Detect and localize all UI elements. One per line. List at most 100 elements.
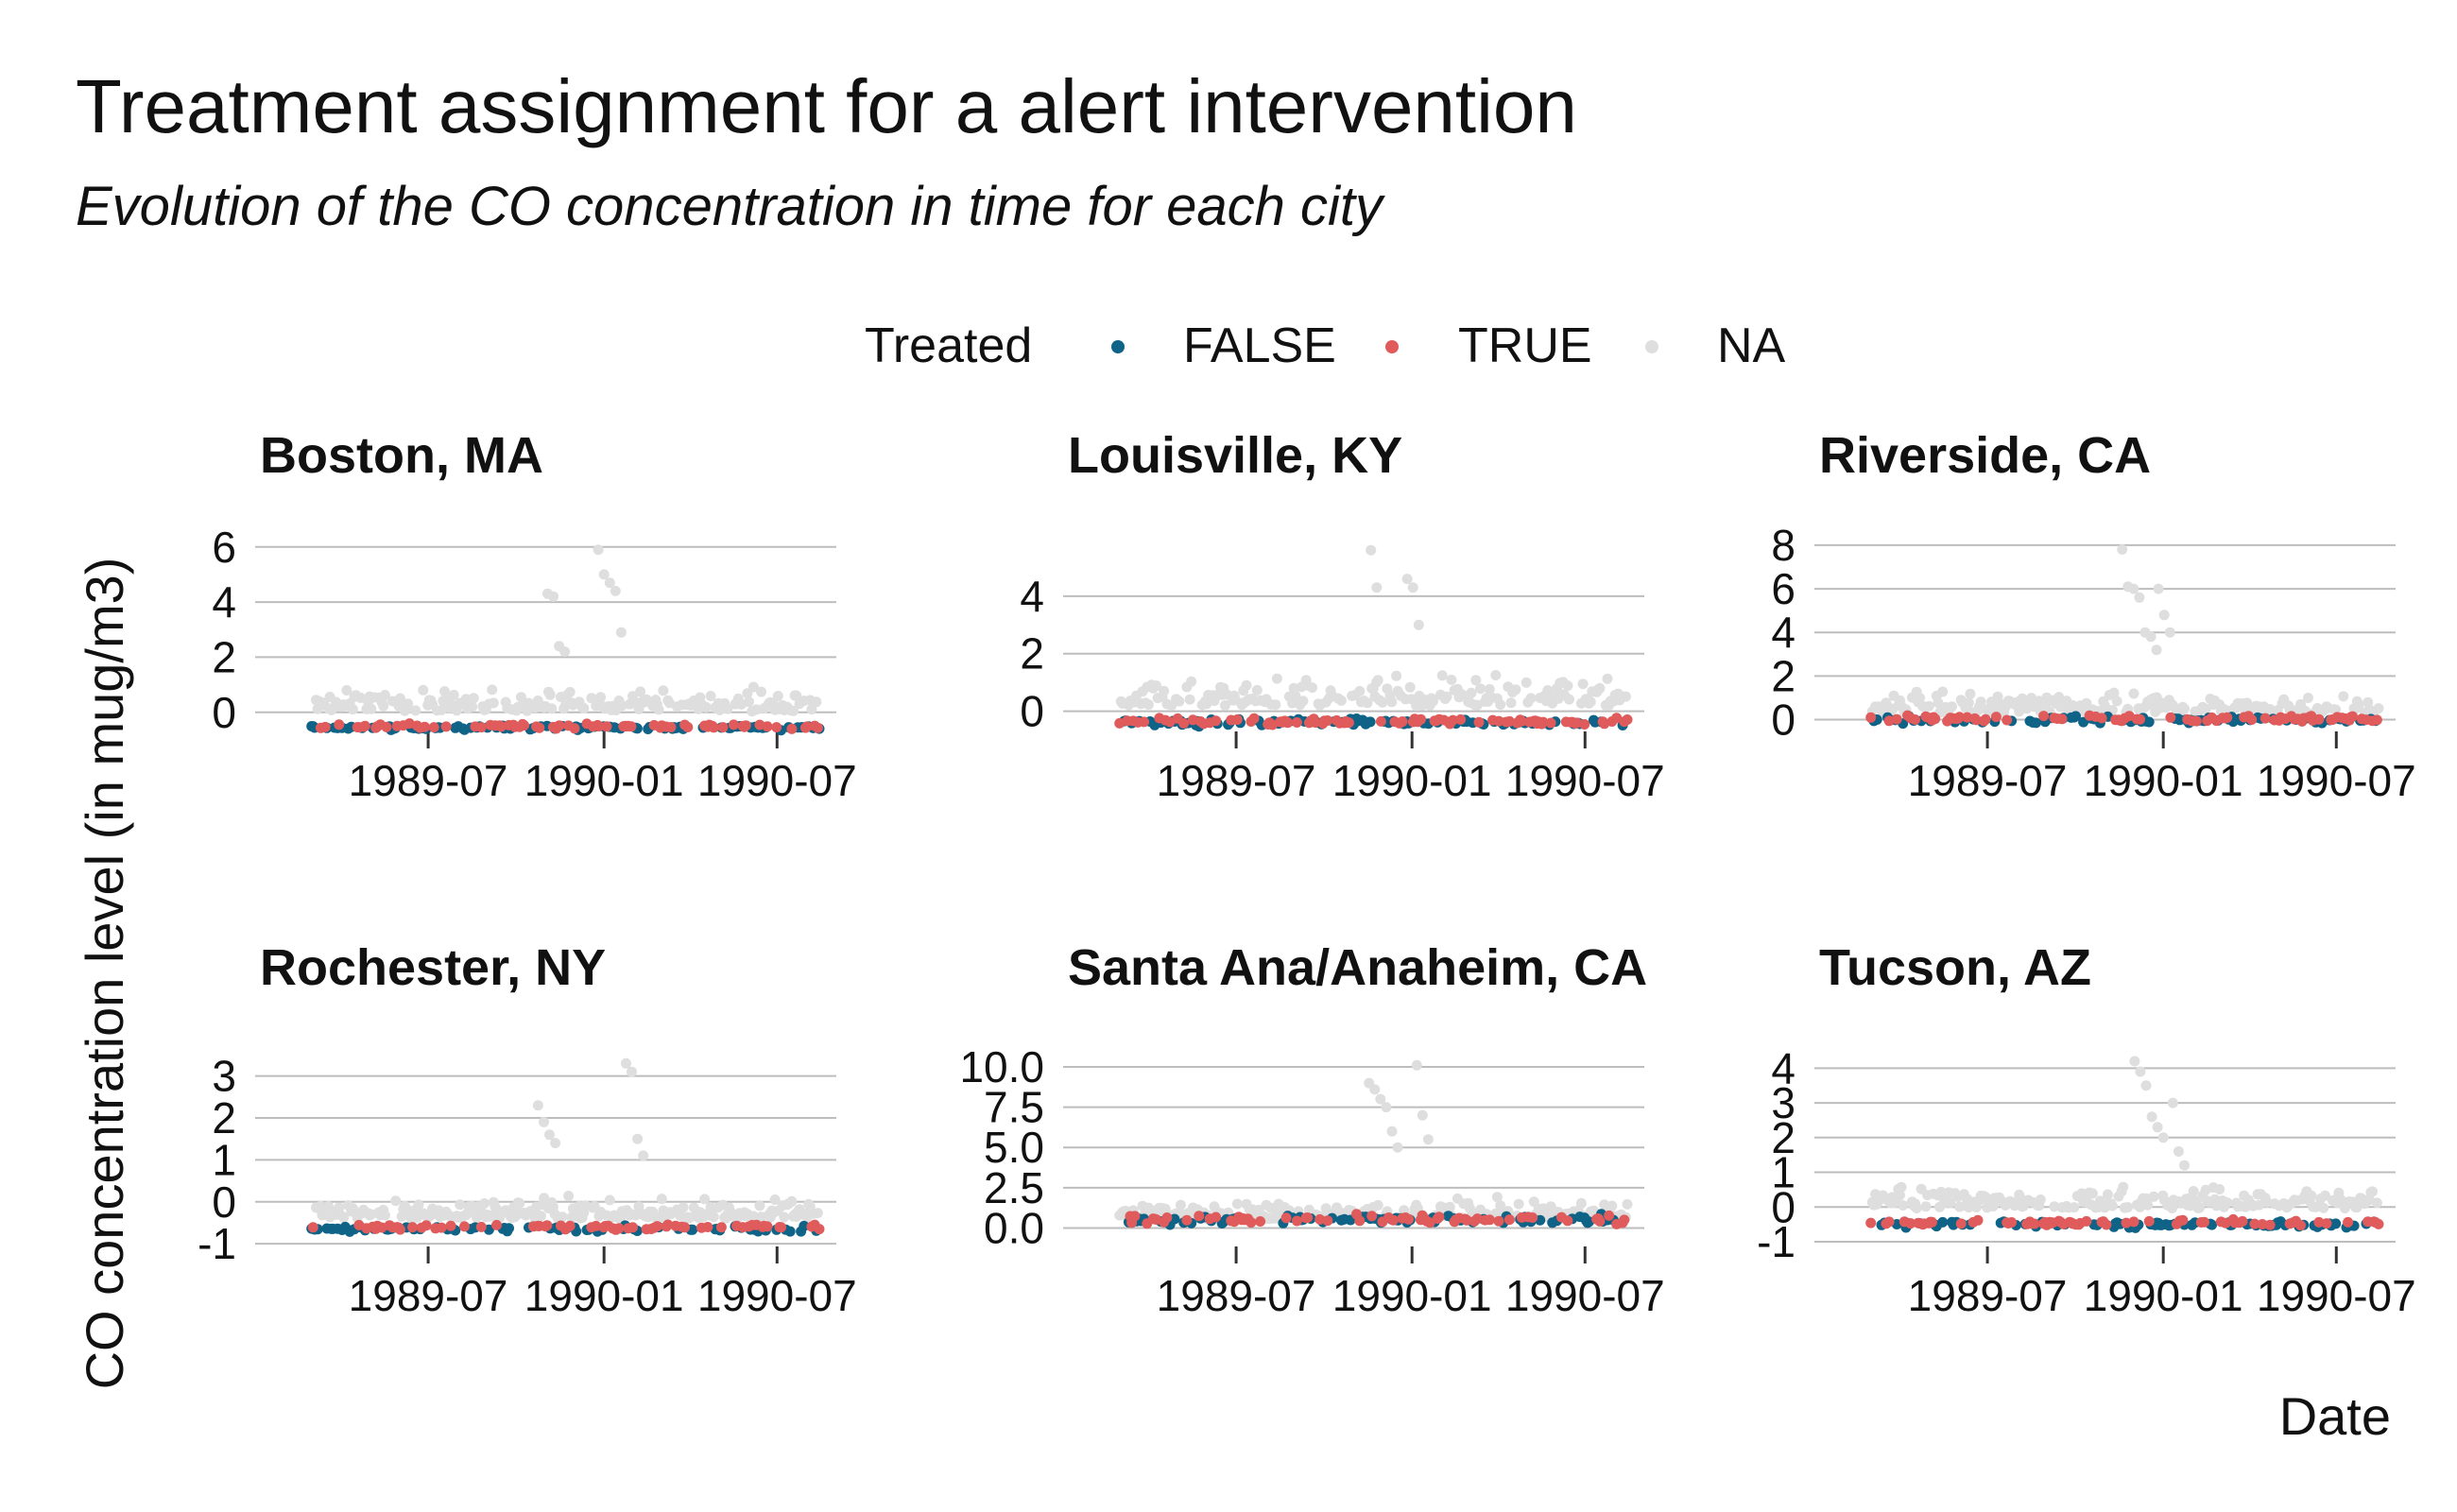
y-tick-label: 3 — [1771, 1078, 1796, 1127]
point-na — [678, 1202, 689, 1213]
point-na — [2128, 688, 2139, 699]
y-tick-label: 8 — [1771, 521, 1796, 570]
point-na — [2367, 1186, 2378, 1197]
point-na — [615, 627, 627, 638]
point-na — [1594, 682, 1606, 694]
point-treated — [428, 722, 439, 733]
x-tick-label: 1990-01 — [1332, 756, 1492, 805]
point-treated — [1619, 1214, 1630, 1226]
point-treated — [601, 721, 612, 732]
point-na — [2153, 583, 2164, 594]
point-treated — [1455, 713, 1467, 725]
point-na — [1371, 582, 1383, 593]
point-na — [338, 1211, 350, 1223]
point-treated — [319, 721, 331, 732]
point-na — [1528, 1196, 1539, 1208]
facet-title: Boston, MA — [260, 427, 543, 484]
y-tick-label: 4 — [1771, 608, 1796, 657]
point-na — [2371, 1197, 2382, 1209]
point-na — [1444, 1201, 1455, 1212]
x-tick-label: 1990-01 — [524, 756, 684, 805]
point-treated — [771, 722, 782, 733]
point-na — [1369, 1084, 1381, 1095]
point-na — [557, 1211, 568, 1223]
point-na — [722, 703, 733, 714]
point-na — [2142, 1199, 2154, 1211]
point-na — [595, 692, 607, 703]
point-na — [2106, 1200, 2118, 1211]
point-treated — [2246, 714, 2258, 725]
point-na — [2049, 1201, 2060, 1212]
point-na — [1401, 574, 1413, 585]
point-na — [1392, 1142, 1403, 1153]
y-tick-label: 0 — [1771, 1182, 1796, 1231]
point-treated — [717, 722, 729, 733]
y-tick-label: 0.0 — [984, 1203, 1044, 1252]
point-treated — [419, 721, 430, 732]
x-tick-label: 1990-07 — [2257, 1271, 2416, 1320]
x-tick-label: 1989-07 — [1157, 756, 1316, 805]
point-na — [2318, 1202, 2329, 1213]
facet-title: Santa Ana/Anaheim, CA — [1068, 939, 1647, 996]
y-tick-label: 2 — [1771, 1113, 1796, 1162]
point-na — [1585, 696, 1596, 708]
point-na — [1184, 694, 1195, 705]
point-treated — [1302, 1212, 1314, 1223]
point-control — [2070, 711, 2081, 722]
point-na — [1335, 695, 1347, 706]
point-control — [2330, 1218, 2342, 1229]
point-na — [1362, 697, 1373, 709]
point-treated — [1448, 714, 1458, 726]
legend-title: Treated — [865, 318, 1032, 373]
point-na — [705, 691, 716, 701]
point-treated — [1403, 1213, 1415, 1225]
point-na — [1186, 676, 1197, 687]
point-treated — [776, 1222, 786, 1233]
point-na — [1470, 675, 1482, 686]
point-treated — [1990, 712, 2002, 723]
point-na — [2152, 1122, 2163, 1133]
point-treated — [591, 1220, 602, 1231]
point-na — [747, 681, 759, 693]
point-treated — [1962, 712, 1973, 723]
point-na — [593, 544, 604, 556]
point-na — [1564, 694, 1574, 705]
point-treated — [2006, 1217, 2018, 1228]
point-na — [2146, 1111, 2157, 1123]
point-na — [586, 693, 597, 704]
point-control — [784, 1226, 796, 1237]
point-na — [559, 646, 571, 658]
point-na — [2303, 693, 2313, 703]
point-treated — [593, 721, 605, 732]
y-tick-label: 2.5 — [984, 1163, 1044, 1212]
y-axis-title: CO concentration level (in mug/m3) — [75, 558, 134, 1390]
point-treated — [740, 720, 751, 731]
point-na — [604, 1194, 615, 1206]
y-tick-label: 7.5 — [984, 1083, 1044, 1132]
point-treated — [1972, 1214, 1984, 1226]
point-treated — [613, 1223, 625, 1234]
point-na — [390, 1195, 402, 1207]
facet-title: Riverside, CA — [1819, 427, 2151, 484]
y-tick-label: 0 — [1771, 696, 1796, 745]
point-treated — [359, 720, 370, 731]
point-na — [410, 705, 421, 716]
y-tick-label: 2 — [212, 1093, 236, 1143]
point-na — [1160, 1203, 1171, 1214]
point-na — [1386, 1125, 1398, 1137]
point-treated — [534, 722, 545, 733]
point-na — [1354, 685, 1366, 696]
point-treated — [2347, 711, 2358, 722]
y-tick-label: -1 — [1757, 1217, 1796, 1266]
point-treated — [679, 1222, 691, 1233]
point-na — [366, 703, 377, 714]
point-treated — [1387, 1214, 1399, 1226]
point-treated — [1310, 717, 1321, 728]
facet-title: Tucson, AZ — [1819, 939, 2091, 996]
point-treated — [554, 720, 565, 731]
point-na — [1151, 680, 1161, 692]
point-na — [439, 686, 450, 697]
point-na — [788, 705, 799, 716]
